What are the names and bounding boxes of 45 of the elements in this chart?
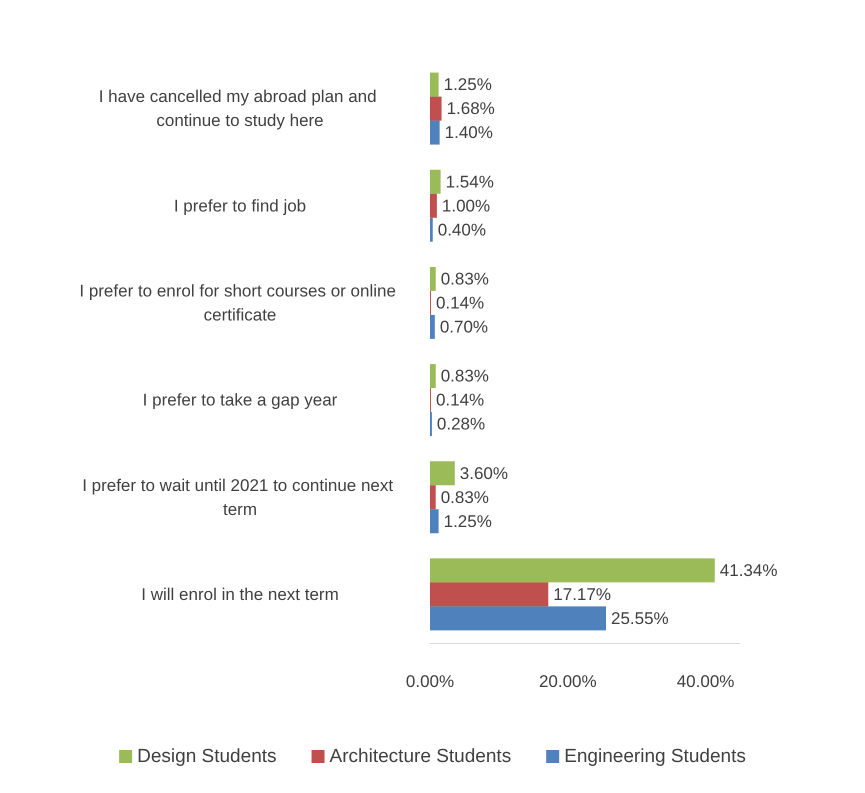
bar [430,96,442,121]
data-label: 1.00% [442,196,490,216]
bar [430,509,439,534]
data-label: 17.17% [553,584,611,604]
legend-label: Engineering Students [564,746,746,767]
legend-label: Architecture Students [330,746,512,767]
x-tick-label: 20.00% [538,672,597,691]
bar [430,582,548,606]
data-label: 0.70% [440,317,488,336]
data-label: 3.60% [460,464,508,483]
data-label: 0.28% [436,414,486,434]
data-label: 1.40% [444,123,493,142]
y-tick-label: I prefer to find job [174,196,306,216]
bar [430,120,440,145]
legend-label: Design Students [137,746,277,767]
data-label: 0.83% [440,269,489,288]
y-tick-label: I have cancelled my abroad plan and continue to study here [98,87,382,130]
bar [430,314,435,339]
data-label: 25.55% [611,608,669,628]
y-tick-label: I prefer to enrol for short courses or online certificate [79,281,401,324]
y-tick-label: I prefer to wait until 2021 to continue next term [82,476,398,519]
data-label: 1.25% [444,75,492,94]
bar [430,606,606,630]
y-tick-label: I will enrol in the next term [141,584,339,604]
bar [430,461,455,486]
data-label: 1.54% [446,172,494,192]
data-label: 0.83% [440,366,489,386]
bar [430,364,436,388]
bar [430,170,441,194]
bar [430,218,433,242]
data-label: 41.34% [720,560,778,580]
x-tick-label: 40.00% [676,672,734,691]
bar [430,266,436,291]
data-label: 0.40% [438,220,486,240]
data-label: 0.14% [436,293,484,312]
data-label: 1.25% [444,512,492,531]
bar [430,558,715,582]
x-tick-label: 0.00% [406,672,454,691]
bar [430,72,439,97]
data-label: 0.83% [440,488,489,507]
data-label: 0.14% [436,390,484,410]
bar [430,485,436,510]
data-label: 1.68% [446,99,495,118]
y-tick-label: I prefer to take a gap year [142,390,338,410]
bar [430,194,437,218]
